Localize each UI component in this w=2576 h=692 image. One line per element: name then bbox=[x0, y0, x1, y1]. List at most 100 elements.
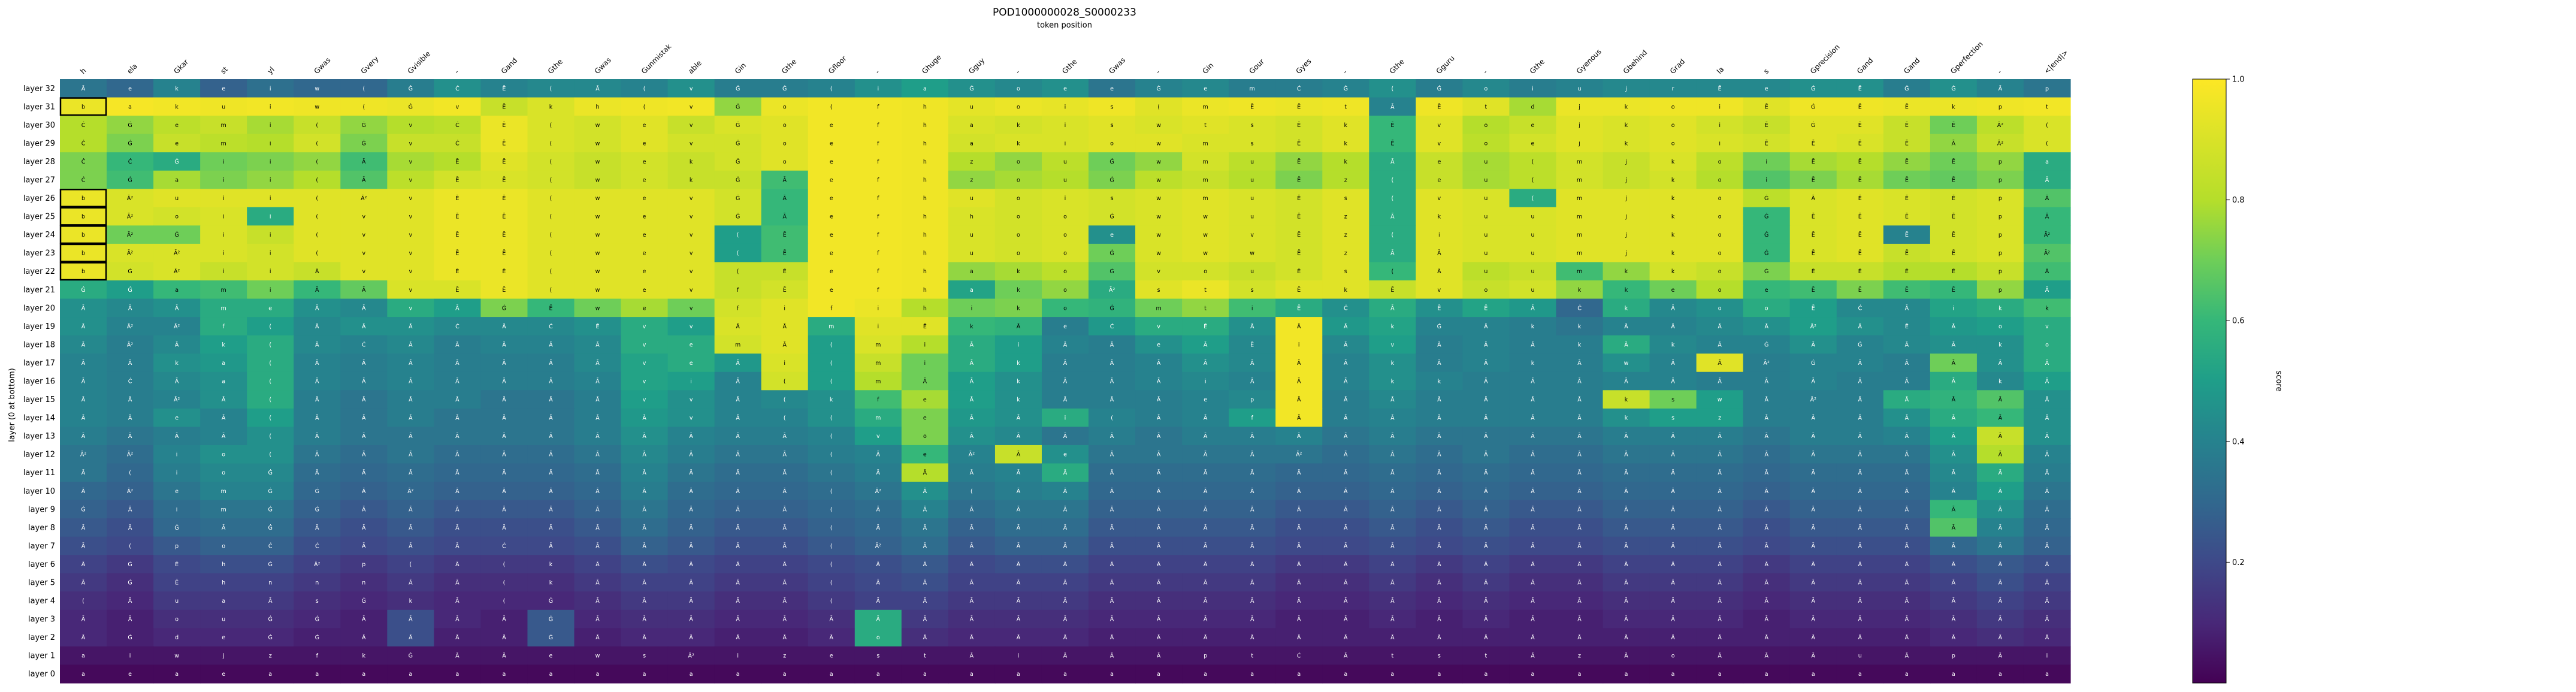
cell-label: Ā bbox=[1858, 379, 1863, 385]
cell-label: i bbox=[877, 305, 879, 312]
cell-label: Ā bbox=[1250, 379, 1254, 385]
heatmap-cell bbox=[60, 482, 107, 501]
cell-label: Ā bbox=[502, 525, 506, 531]
heatmap-cell bbox=[1229, 189, 1276, 208]
cell-label: s bbox=[1251, 287, 1254, 294]
cell-label: Ā bbox=[1157, 506, 1161, 513]
heatmap-cell bbox=[527, 518, 575, 537]
heatmap-cell bbox=[1883, 463, 1931, 482]
heatmap-cell bbox=[761, 500, 809, 519]
heatmap-cell bbox=[1556, 134, 1604, 153]
cell-label: Ā bbox=[1017, 506, 1021, 513]
heatmap-cell bbox=[387, 591, 434, 611]
heatmap-cell bbox=[527, 335, 575, 354]
cell-label: v bbox=[643, 379, 646, 385]
cell-label: Ā bbox=[81, 305, 86, 312]
heatmap-cell bbox=[1041, 353, 1089, 373]
heatmap-cell bbox=[294, 646, 341, 666]
cell-label: Ġ bbox=[502, 305, 506, 312]
cell-label: e bbox=[175, 488, 179, 495]
x-tick-label: h bbox=[78, 67, 87, 75]
cell-label: Ā bbox=[1063, 561, 1068, 568]
heatmap-cell bbox=[1789, 427, 1837, 446]
heatmap-cell bbox=[387, 353, 434, 373]
cell-label: Ē bbox=[455, 287, 459, 294]
heatmap-cell bbox=[667, 225, 715, 244]
heatmap-cell bbox=[1135, 628, 1183, 647]
cell-label: Ā bbox=[455, 379, 459, 385]
heatmap-cell bbox=[387, 573, 434, 592]
cell-label: Ē bbox=[1812, 268, 1815, 275]
cell-label: e bbox=[549, 653, 553, 660]
heatmap-cell bbox=[60, 609, 107, 628]
cell-label: Ā² bbox=[174, 324, 180, 330]
cell-label: f bbox=[877, 232, 879, 238]
heatmap-cell bbox=[667, 134, 715, 153]
heatmap-cell bbox=[621, 628, 669, 647]
heatmap-cell bbox=[621, 353, 669, 373]
cell-label: Ā bbox=[1671, 598, 1675, 605]
heatmap-cell bbox=[1556, 116, 1604, 135]
heatmap-cell bbox=[1976, 646, 2024, 666]
cell-label: w bbox=[595, 250, 600, 257]
x-tick-label: Ia bbox=[1715, 65, 1726, 76]
cell-label: Ē bbox=[783, 287, 787, 294]
cell-label: Ā bbox=[455, 342, 459, 348]
heatmap-cell bbox=[153, 609, 201, 628]
cell-label: Ā bbox=[1577, 580, 1582, 587]
cell-label: a bbox=[1484, 671, 1488, 678]
cell-label: i bbox=[690, 379, 692, 385]
heatmap-cell bbox=[1369, 500, 1416, 519]
heatmap-cell bbox=[621, 317, 669, 336]
cell-label: Ā bbox=[81, 525, 86, 531]
heatmap-cell bbox=[1369, 262, 1416, 281]
cell-label: Ā bbox=[1250, 506, 1254, 513]
y-tick-label: layer 30 bbox=[23, 121, 55, 130]
cell-label: i bbox=[270, 250, 271, 257]
cell-label: Ġ bbox=[1764, 195, 1768, 202]
heatmap-cell bbox=[1089, 189, 1136, 208]
heatmap-cell bbox=[200, 646, 247, 666]
heatmap-cell bbox=[1135, 518, 1183, 537]
heatmap-cell bbox=[1696, 298, 1744, 318]
heatmap-cell bbox=[901, 353, 949, 373]
heatmap-cell bbox=[340, 573, 388, 592]
heatmap-cell bbox=[294, 225, 341, 244]
cell-label: i bbox=[877, 86, 879, 92]
cell-label: Ā bbox=[642, 488, 646, 495]
cell-label: Ā bbox=[1157, 653, 1161, 660]
cell-label: e bbox=[923, 415, 927, 422]
highlight-box bbox=[59, 97, 107, 116]
heatmap-cell bbox=[1930, 353, 1978, 373]
heatmap-cell bbox=[1976, 427, 2024, 446]
cell-label: Ġ bbox=[736, 159, 740, 165]
cell-label: Ā bbox=[2045, 598, 2049, 605]
heatmap-cell bbox=[107, 482, 154, 501]
cell-label: ( bbox=[269, 342, 271, 348]
heatmap-cell bbox=[1556, 152, 1604, 171]
cell-label: p bbox=[1250, 397, 1254, 403]
cell-label: i bbox=[223, 268, 225, 275]
heatmap-cell bbox=[1976, 591, 2024, 611]
cell-label: i bbox=[1205, 379, 1207, 385]
cell-label: Ā bbox=[2045, 506, 2049, 513]
cell-label: Ā bbox=[409, 470, 413, 476]
heatmap-cell bbox=[1462, 664, 1510, 684]
cell-label: u bbox=[1531, 268, 1534, 275]
cell-label: Ē bbox=[455, 232, 459, 238]
heatmap-cell bbox=[1509, 427, 1557, 446]
cell-label: i bbox=[270, 268, 271, 275]
heatmap-cell bbox=[153, 390, 201, 409]
heatmap-cell bbox=[60, 500, 107, 519]
heatmap-cell bbox=[1930, 445, 1978, 464]
heatmap-cell bbox=[247, 243, 294, 263]
heatmap-cell bbox=[107, 408, 154, 427]
heatmap-cell bbox=[340, 262, 388, 281]
heatmap-cell bbox=[948, 207, 996, 226]
cell-label: Ā bbox=[1110, 543, 1114, 549]
heatmap-cell bbox=[1369, 335, 1416, 354]
cell-label: Ē bbox=[502, 232, 506, 238]
cell-label: Ā bbox=[1811, 470, 1815, 476]
heatmap-cell bbox=[1556, 664, 1604, 684]
heatmap-cell bbox=[434, 609, 482, 628]
